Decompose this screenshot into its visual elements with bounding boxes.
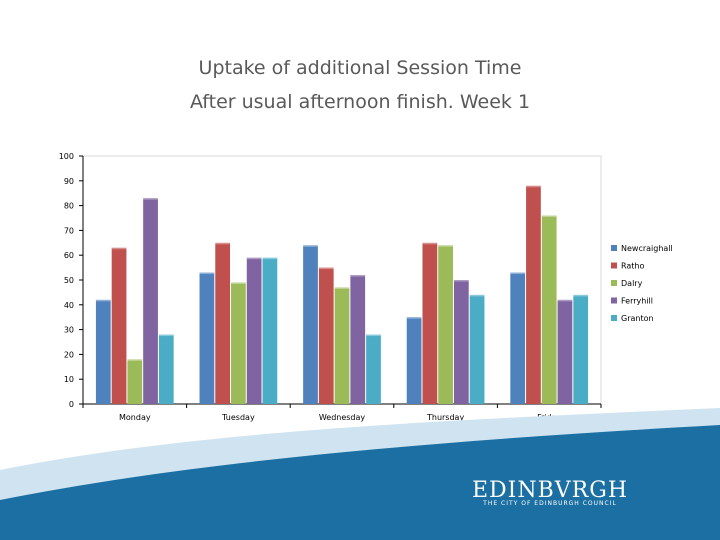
legend-label-granton: Granton <box>621 314 654 323</box>
bar-highlight <box>334 287 350 289</box>
legend-swatch-ferryhill <box>611 297 617 304</box>
bar-highlight <box>143 198 158 200</box>
bar-highlight <box>127 359 143 361</box>
bar-dalry-thursday <box>438 245 453 404</box>
bar-highlight <box>453 280 469 282</box>
x-tick-label: Monday <box>119 413 151 422</box>
y-tick-label: 30 <box>64 326 74 335</box>
bar-ratho-wednesday <box>318 267 334 404</box>
y-tick-label: 100 <box>59 152 74 161</box>
bar-granton-wednesday <box>366 334 381 404</box>
legend-swatch-granton <box>611 315 617 321</box>
legend-swatch-ratho <box>611 262 617 269</box>
y-tick-label: 20 <box>64 350 74 359</box>
bar-highlight <box>366 334 381 337</box>
bar-highlight <box>422 242 438 245</box>
bar-ratho-monday <box>111 247 127 404</box>
y-tick-label: 40 <box>64 301 74 310</box>
bar-newcraighall-monday <box>95 299 111 404</box>
x-tick-label: Tuesday <box>221 413 255 422</box>
bar-ferryhill-wednesday <box>350 275 366 404</box>
footer-wave-dark <box>0 425 720 540</box>
bar-highlight <box>557 299 573 302</box>
bar-granton-thursday <box>469 294 485 404</box>
y-tick-label: 10 <box>64 375 74 384</box>
bar-highlight <box>246 257 262 260</box>
bar-ratho-friday <box>526 185 541 404</box>
bar-highlight <box>199 272 215 275</box>
bar-ratho-thursday <box>422 242 438 404</box>
legend-label-ratho: Ratho <box>621 262 644 271</box>
bar-ferryhill-friday <box>557 299 573 404</box>
y-tick-label: 90 <box>64 177 74 186</box>
bar-highlight <box>541 215 557 218</box>
bar-highlight <box>303 245 318 247</box>
bar-highlight <box>573 294 589 297</box>
bar-granton-tuesday <box>262 257 278 404</box>
bar-newcraighall-tuesday <box>199 272 215 404</box>
bar-granton-monday <box>158 334 174 404</box>
legend-label-ferryhill: Ferryhill <box>621 297 653 306</box>
legend-swatch-newcraighall <box>611 245 617 251</box>
bar-ferryhill-tuesday <box>246 257 262 404</box>
chart-title-line-2: After usual afternoon finish. Week 1 <box>189 91 531 113</box>
bar-highlight <box>526 185 541 188</box>
bar-highlight <box>350 275 366 277</box>
bar-highlight <box>111 247 127 250</box>
bar-highlight <box>231 282 246 284</box>
bar-highlight <box>510 272 526 275</box>
bar-highlight <box>95 299 111 302</box>
bar-highlight <box>262 257 278 260</box>
bar-ferryhill-thursday <box>453 280 469 404</box>
bar-dalry-wednesday <box>334 287 350 404</box>
bar-newcraighall-friday <box>510 272 526 404</box>
y-tick-label: 70 <box>64 226 74 235</box>
bar-highlight <box>318 267 334 270</box>
edinburgh-logo-wordmark: EDINBVRGH <box>471 478 629 503</box>
bar-newcraighall-thursday <box>406 317 422 404</box>
y-tick-label: 80 <box>64 202 74 211</box>
bar-ratho-tuesday <box>215 242 231 404</box>
legend-label-newcraighall: Newcraighall <box>621 244 673 253</box>
bar-ferryhill-monday <box>143 198 158 404</box>
bar-granton-friday <box>573 294 589 404</box>
bar-dalry-tuesday <box>231 282 246 404</box>
bar-highlight <box>215 242 231 245</box>
bar-highlight <box>438 245 453 247</box>
bar-highlight <box>469 294 485 297</box>
bar-newcraighall-wednesday <box>303 245 318 404</box>
x-tick-label: Wednesday <box>319 413 366 422</box>
legend-swatch-dalry <box>611 280 617 286</box>
chart-title-line-1: Uptake of additional Session Time <box>198 57 522 79</box>
bar-dalry-friday <box>541 215 557 404</box>
y-tick-label: 0 <box>69 400 74 409</box>
y-tick-label: 50 <box>64 276 74 285</box>
bar-dalry-monday <box>127 359 143 404</box>
bar-highlight <box>158 334 174 337</box>
legend-label-dalry: Dalry <box>621 279 643 288</box>
bar-highlight <box>406 317 422 319</box>
y-tick-label: 60 <box>64 251 74 260</box>
edinburgh-logo-subtitle: THE CITY OF EDINBURGH COUNCIL <box>483 500 617 507</box>
x-tick-label: Thursday <box>426 413 464 422</box>
